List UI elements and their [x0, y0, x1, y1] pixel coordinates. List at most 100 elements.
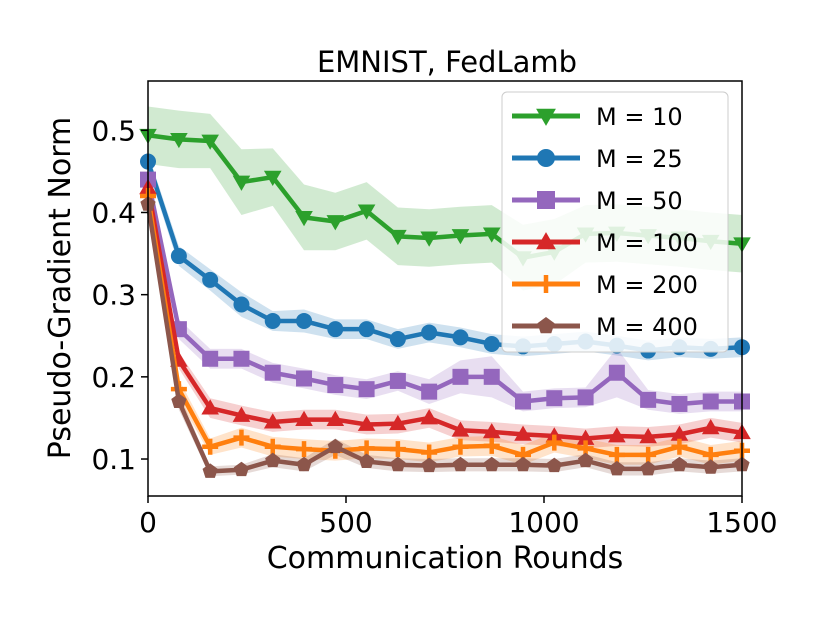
legend-marker: [536, 232, 556, 250]
data-point: [608, 446, 625, 463]
data-point: [326, 410, 345, 426]
y-axis-label: Pseudo-Gradient Norm: [43, 117, 78, 459]
data-point: [546, 434, 563, 451]
data-point: [233, 429, 250, 446]
data-point: [233, 461, 250, 477]
x-tick-label: 1000: [508, 506, 579, 539]
data-point: [296, 441, 313, 458]
data-point: [452, 438, 469, 455]
data-point: [263, 170, 282, 186]
data-point: [671, 456, 688, 472]
data-point: [515, 393, 532, 410]
data-point: [171, 393, 187, 408]
data-point: [326, 215, 345, 231]
legend-item: M = 50: [512, 187, 683, 215]
legend-item: M = 10: [512, 103, 683, 131]
data-point: [483, 335, 500, 352]
chart-title: EMNIST, FedLamb: [317, 45, 577, 79]
data-point: [482, 227, 501, 243]
data-point: [452, 329, 469, 346]
data-point: [608, 427, 626, 443]
data-point: [295, 211, 313, 227]
data-point: [671, 395, 688, 412]
x-tick-label: 500: [319, 506, 372, 539]
data-point: [389, 229, 407, 246]
data-point: [702, 393, 719, 410]
data-point: [233, 350, 250, 367]
legend-label: M = 200: [596, 271, 698, 299]
legend-marker: [537, 317, 555, 334]
data-point: [482, 423, 501, 439]
data-point: [389, 331, 406, 348]
data-point: [202, 350, 219, 367]
legend-label: M = 25: [596, 145, 683, 173]
data-point: [202, 438, 219, 455]
data-point: [546, 457, 562, 473]
data-point: [327, 321, 344, 338]
data-point: [701, 418, 720, 435]
data-point: [452, 368, 469, 385]
legend: M = 10 M = 25 M = 50 M = 100 M = 200 M = 400: [501, 91, 729, 353]
data-point: [483, 368, 500, 385]
data-point: [390, 456, 406, 472]
data-point: [232, 406, 251, 422]
data-point: [201, 399, 219, 415]
legend-item: M = 25: [512, 145, 683, 173]
data-point: [389, 414, 407, 431]
data-point: [389, 372, 406, 389]
data-point: [358, 321, 375, 338]
legend-label: M = 100: [596, 229, 698, 257]
data-point: [608, 364, 625, 381]
data-point: [264, 364, 281, 381]
x-tick-label: 1500: [706, 506, 777, 539]
x-tick-label: 0: [139, 506, 157, 539]
data-point: [265, 452, 281, 468]
data-point: [515, 456, 531, 472]
data-point: [577, 452, 594, 468]
data-point: [483, 437, 500, 454]
data-point: [296, 312, 313, 329]
y-tick-label: 0.5: [91, 114, 136, 147]
series-5: [140, 188, 750, 463]
legend-marker: [537, 191, 555, 209]
data-point: [202, 271, 219, 288]
data-point: [576, 429, 595, 445]
data-point: [451, 229, 470, 245]
data-point: [640, 460, 656, 476]
data-point: [296, 370, 313, 387]
data-point: [451, 421, 470, 437]
y-axis: 0.1 0.2 0.3 0.4 0.5: [91, 114, 148, 476]
data-point: [420, 231, 438, 247]
y-tick-label: 0.3: [91, 279, 136, 312]
data-point: [264, 438, 281, 455]
data-point: [170, 248, 187, 265]
plot-frame: [147, 80, 743, 497]
data-point: [514, 425, 532, 441]
data-point: [357, 204, 376, 220]
data-point: [358, 453, 375, 468]
data-point: [327, 377, 344, 394]
data-point: [670, 425, 689, 441]
data-point: [421, 457, 437, 473]
data-point: [358, 381, 375, 398]
legend-label: M = 50: [596, 187, 683, 215]
data-point: [170, 132, 188, 149]
data-point: [484, 456, 500, 472]
legend-marker: [537, 275, 555, 293]
x-axis: 0 500 1000 1500: [139, 496, 778, 539]
data-point: [295, 410, 313, 426]
legend-marker: [537, 149, 555, 167]
data-point: [609, 460, 625, 476]
data-point: [546, 390, 563, 407]
legend-marker: [536, 108, 556, 126]
series-6: [140, 196, 750, 478]
data-point: [389, 441, 406, 458]
data-point: [296, 456, 312, 472]
data-point: [264, 312, 281, 329]
data-point: [201, 134, 219, 150]
data-point: [232, 175, 251, 191]
data-point: [671, 438, 688, 455]
y-tick-label: 0.4: [91, 196, 136, 229]
data-point: [263, 413, 282, 429]
